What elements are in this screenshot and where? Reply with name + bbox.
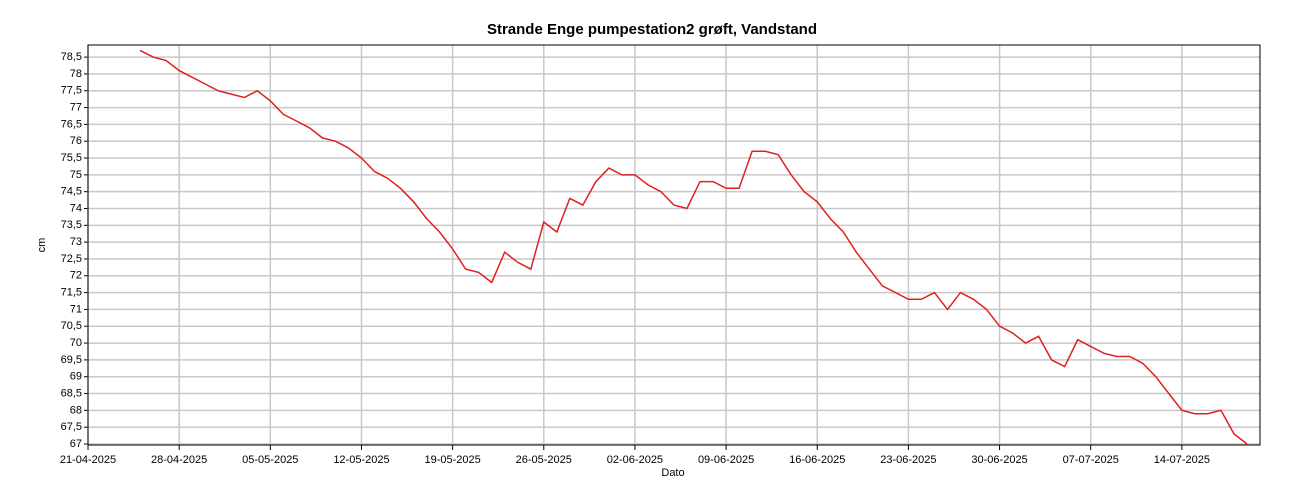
y-tick-label: 78 bbox=[70, 68, 82, 80]
y-tick-label: 67 bbox=[70, 438, 82, 450]
x-tick-label: 21-04-2025 bbox=[60, 454, 116, 466]
y-tick-label: 75 bbox=[70, 169, 82, 181]
plot-frame bbox=[87, 44, 1261, 446]
y-tick-label: 77,5 bbox=[61, 85, 82, 97]
x-tick-label: 16-06-2025 bbox=[789, 454, 845, 466]
y-tick-label: 76,5 bbox=[61, 118, 82, 130]
x-tick-label: 12-05-2025 bbox=[333, 454, 389, 466]
chart-title: Strande Enge pumpestation2 grøft, Vandst… bbox=[487, 21, 817, 38]
y-tick-label: 78,5 bbox=[61, 51, 82, 63]
x-tick-label: 02-06-2025 bbox=[607, 454, 663, 466]
y-tick-label: 68,5 bbox=[61, 387, 82, 399]
y-tick-label: 74,5 bbox=[61, 186, 82, 198]
x-tick-label: 26-05-2025 bbox=[516, 454, 572, 466]
x-tick-label: 28-04-2025 bbox=[151, 454, 207, 466]
x-tick-label: 30-06-2025 bbox=[971, 454, 1027, 466]
y-tick-label: 72,5 bbox=[61, 253, 82, 265]
y-tick-label: 73 bbox=[70, 236, 82, 248]
x-axis-label: Dato bbox=[661, 467, 684, 479]
y-tick-label: 69,5 bbox=[61, 354, 82, 366]
x-tick-label: 09-06-2025 bbox=[698, 454, 754, 466]
y-tick-label: 69 bbox=[70, 371, 82, 383]
y-tick-label: 70,5 bbox=[61, 320, 82, 332]
y-tick-label: 68 bbox=[70, 404, 82, 416]
x-tick-label: 05-05-2025 bbox=[242, 454, 298, 466]
y-tick-label: 77 bbox=[70, 101, 82, 113]
y-tick-label: 75,5 bbox=[61, 152, 82, 164]
y-tick-label: 70 bbox=[70, 337, 82, 349]
x-tick-label: 07-07-2025 bbox=[1063, 454, 1119, 466]
x-tick-label: 23-06-2025 bbox=[880, 454, 936, 466]
y-tick-label: 72 bbox=[70, 270, 82, 282]
x-tick-label: 19-05-2025 bbox=[424, 454, 480, 466]
y-tick-label: 73,5 bbox=[61, 219, 82, 231]
y-axis-label: cm bbox=[36, 238, 48, 253]
y-tick-label: 76 bbox=[70, 135, 82, 147]
y-tick-label: 67,5 bbox=[61, 421, 82, 433]
y-tick-label: 71,5 bbox=[61, 287, 82, 299]
data-line bbox=[139, 49, 1248, 445]
y-tick-label: 74 bbox=[70, 202, 82, 214]
x-tick-label: 14-07-2025 bbox=[1154, 454, 1210, 466]
y-tick-label: 71 bbox=[70, 303, 82, 315]
